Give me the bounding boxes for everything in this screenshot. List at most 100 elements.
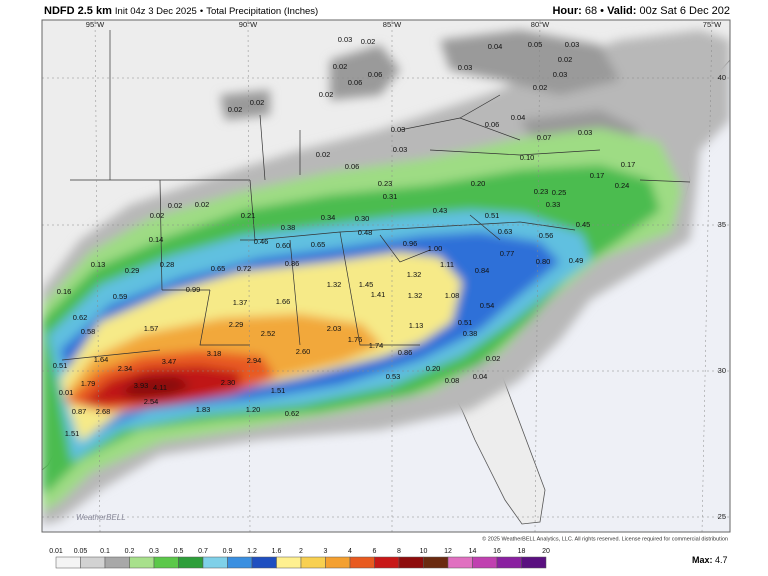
point-value: 1.51 bbox=[65, 429, 80, 438]
point-value: 0.24 bbox=[615, 181, 630, 190]
point-value: 0.02 bbox=[533, 83, 548, 92]
scale-label: 0.5 bbox=[174, 548, 184, 555]
scale-swatch bbox=[521, 556, 547, 569]
point-value: 0.02 bbox=[361, 37, 376, 46]
point-value: 0.86 bbox=[285, 259, 300, 268]
point-value: 0.63 bbox=[498, 227, 513, 236]
scale-label: 6 bbox=[373, 548, 377, 555]
scale-label: 0.3 bbox=[149, 548, 159, 555]
scale-swatch bbox=[80, 556, 106, 569]
point-value: 1.45 bbox=[359, 280, 374, 289]
svg-text:Hour: 68 • Valid: 00z Sat 6 De: Hour: 68 • Valid: 00z Sat 6 Dec 202 bbox=[552, 5, 730, 17]
point-value: 1.83 bbox=[196, 405, 211, 414]
point-value: 1.79 bbox=[81, 379, 96, 388]
point-value: 0.03 bbox=[458, 63, 473, 72]
point-value: 0.49 bbox=[569, 256, 584, 265]
scale-swatch bbox=[349, 556, 375, 569]
scale-swatch bbox=[153, 556, 179, 569]
scale-swatch bbox=[251, 556, 277, 569]
point-value: 1.57 bbox=[144, 324, 159, 333]
point-value: 2.30 bbox=[221, 378, 236, 387]
point-value: 0.86 bbox=[398, 348, 413, 357]
point-value: 0.23 bbox=[378, 179, 393, 188]
scale-label: 0.05 bbox=[74, 548, 88, 555]
point-value: 0.87 bbox=[72, 407, 87, 416]
point-value: 0.01 bbox=[59, 388, 74, 397]
point-value: 0.21 bbox=[241, 211, 256, 220]
point-value: 0.45 bbox=[576, 220, 591, 229]
state-lines bbox=[61, 30, 691, 361]
point-value: 4.11 bbox=[153, 383, 167, 392]
point-value: 0.72 bbox=[237, 264, 252, 273]
scale-label: 0.01 bbox=[49, 548, 63, 555]
map-area: 0.03 0.020.020.060.060.020.030.04 0.05 0.03… bbox=[42, 20, 730, 532]
scale-label: 20 bbox=[542, 548, 550, 555]
point-value: 1.11 bbox=[440, 260, 454, 269]
point-value: 0.51 bbox=[458, 318, 473, 327]
point-value: 0.48 bbox=[358, 228, 373, 237]
point-value: 2.94 bbox=[247, 356, 262, 365]
point-value: 1.64 bbox=[94, 355, 109, 364]
scale-label: 12 bbox=[444, 548, 452, 555]
graticule-labels: 95°W 90°W 85°W 80°W 75°W 40 35 30 25 bbox=[86, 20, 726, 521]
scale-swatch bbox=[423, 556, 449, 569]
scale-label: 8 bbox=[397, 548, 401, 555]
scale-label: 0.7 bbox=[198, 548, 208, 555]
scale-swatch bbox=[276, 556, 302, 569]
point-value: 0.06 bbox=[485, 120, 500, 129]
scale-label: 16 bbox=[493, 548, 501, 555]
point-value: 0.04 bbox=[473, 372, 488, 381]
scale-label: 14 bbox=[469, 548, 477, 555]
scale-swatch bbox=[227, 556, 253, 569]
scale-swatch bbox=[55, 556, 81, 569]
point-value: 0.05 bbox=[528, 40, 543, 49]
lat-label: 35 bbox=[718, 220, 726, 229]
scale-swatch bbox=[325, 556, 351, 569]
point-value: 0.03 bbox=[393, 145, 408, 154]
point-value: 2.54 bbox=[144, 397, 159, 406]
model: NDFD 2.5 km bbox=[44, 5, 112, 17]
valid-label: Valid: bbox=[607, 5, 636, 17]
sep: • bbox=[600, 5, 604, 17]
point-value: 2.03 bbox=[327, 324, 342, 333]
scale-label: 1.6 bbox=[272, 548, 282, 555]
init: Init 04z 3 Dec 2025 bbox=[115, 6, 197, 17]
point-value: 0.03 bbox=[565, 40, 580, 49]
point-value: 0.25 bbox=[552, 188, 567, 197]
point-value: 1.08 bbox=[445, 291, 460, 300]
scale-swatch bbox=[202, 556, 228, 569]
logo: WeatherBELL bbox=[76, 513, 126, 522]
point-value: 3.18 bbox=[207, 349, 222, 358]
point-value: 1.76 bbox=[348, 335, 363, 344]
point-value: 1.13 bbox=[409, 321, 424, 330]
hour-label: Hour: bbox=[552, 5, 581, 17]
max-value: 4.7 bbox=[715, 555, 728, 565]
lat-label: 40 bbox=[718, 73, 726, 82]
point-value: 0.80 bbox=[536, 257, 551, 266]
point-value: 0.23 bbox=[534, 187, 549, 196]
point-value: 0.02 bbox=[228, 105, 243, 114]
point-value: 0.51 bbox=[485, 211, 500, 220]
point-value: 1.20 bbox=[246, 405, 261, 414]
point-value: 0.84 bbox=[475, 266, 490, 275]
point-value: 2.60 bbox=[296, 347, 311, 356]
copyright: © 2025 WeatherBELL Analytics, LLC. All r… bbox=[482, 535, 728, 542]
point-value: 1.41 bbox=[371, 290, 386, 299]
point-value: 0.29 bbox=[125, 266, 140, 275]
point-value: 2.52 bbox=[261, 329, 276, 338]
point-value: 0.02 bbox=[558, 55, 573, 64]
point-value: 0.14 bbox=[149, 235, 164, 244]
point-value: 0.30 bbox=[355, 214, 370, 223]
point-value: 0.77 bbox=[500, 249, 515, 258]
point-value: 0.46 bbox=[254, 237, 269, 246]
point-value: 0.13 bbox=[91, 260, 106, 269]
scale-swatch bbox=[447, 556, 473, 569]
point-value: 0.96 bbox=[403, 239, 418, 248]
point-value: 0.56 bbox=[539, 231, 554, 240]
point-value: 2.68 bbox=[96, 407, 111, 416]
point-value: 0.03 bbox=[578, 128, 593, 137]
scale-swatch bbox=[496, 556, 522, 569]
graticule bbox=[42, 20, 730, 532]
lat-label: 25 bbox=[718, 512, 726, 521]
